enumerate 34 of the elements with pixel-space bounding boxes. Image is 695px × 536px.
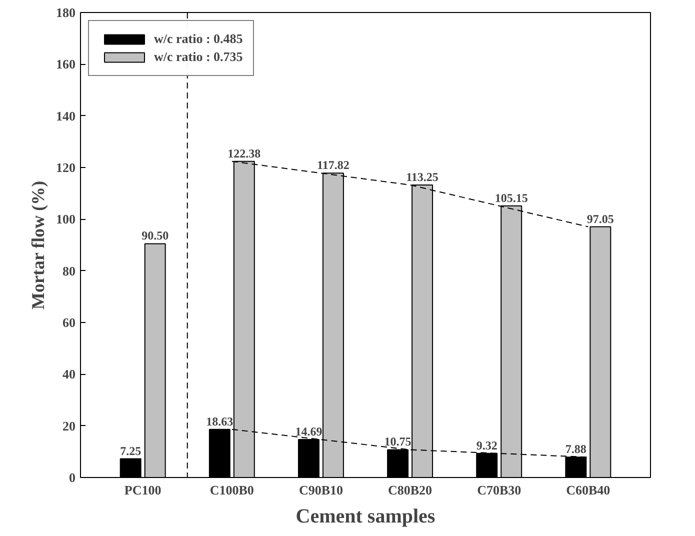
x-tick-label: C100B0 bbox=[210, 482, 254, 498]
y-tick-label: 120 bbox=[56, 160, 76, 175]
x-tick-label: C80B20 bbox=[388, 482, 432, 498]
x-tick-label: C70B30 bbox=[477, 482, 522, 498]
data-label: 7.25 bbox=[120, 444, 142, 458]
data-label: 9.32 bbox=[476, 438, 498, 452]
y-tick-label: 100 bbox=[56, 212, 76, 227]
legend-label: w/c ratio : 0.485 bbox=[154, 31, 243, 47]
y-tick-label: 20 bbox=[62, 418, 76, 434]
legend-label: w/c ratio : 0.735 bbox=[154, 49, 243, 65]
y-tick-label: 140 bbox=[56, 108, 76, 124]
data-label: 7.88 bbox=[565, 442, 586, 456]
x-tick-label: C90B10 bbox=[298, 482, 343, 498]
data-label: 90.50 bbox=[142, 228, 169, 243]
x-axis-title: Cement samples bbox=[296, 506, 436, 528]
data-label: 14.69 bbox=[295, 424, 322, 439]
x-tick-label: C60B40 bbox=[566, 482, 610, 498]
y-tick-label: 40 bbox=[62, 366, 76, 382]
data-label: 117.82 bbox=[317, 158, 350, 172]
data-label: 97.05 bbox=[586, 212, 614, 226]
bar bbox=[144, 243, 166, 478]
data-label: 113.25 bbox=[406, 170, 438, 184]
y-tick-label: 160 bbox=[56, 56, 76, 72]
y-tick-label: 0 bbox=[69, 470, 76, 485]
x-tick-label: PC100 bbox=[124, 482, 162, 498]
data-label: 122.38 bbox=[228, 146, 261, 160]
data-label: 105.15 bbox=[494, 190, 528, 205]
y-axis-title: Mortar flow (%) bbox=[28, 180, 48, 310]
data-label: 10.75 bbox=[384, 434, 412, 449]
y-tick-label: 180 bbox=[56, 5, 76, 20]
bar bbox=[120, 458, 142, 478]
y-tick-label: 60 bbox=[62, 315, 76, 330]
y-tick-label: 80 bbox=[62, 263, 76, 278]
data-label: 18.63 bbox=[206, 414, 234, 428]
